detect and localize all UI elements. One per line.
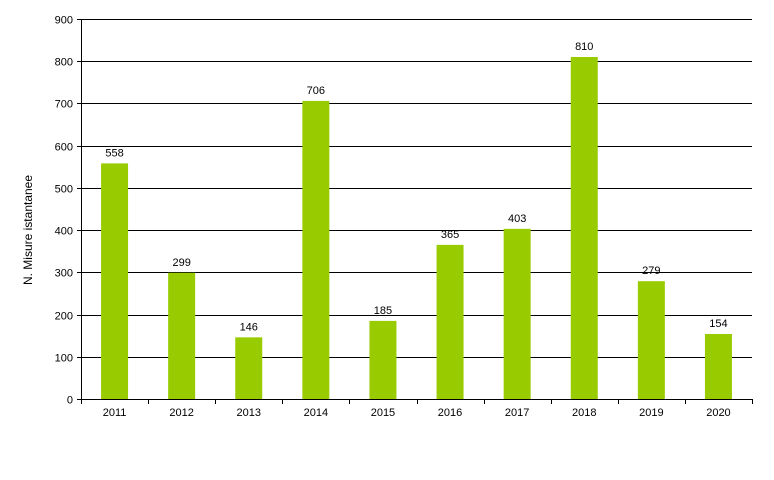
x-tick-label: 2011	[103, 407, 127, 419]
data-label-2016: 365	[441, 229, 459, 241]
x-tick-label: 2013	[237, 407, 261, 419]
x-tick-label: 2020	[706, 407, 730, 419]
bar-2015	[369, 320, 397, 399]
bar-2016	[436, 244, 464, 399]
bar-2017	[503, 228, 531, 399]
bar-2014	[302, 100, 330, 400]
data-label-2020: 154	[709, 318, 727, 330]
bar-2013	[235, 337, 263, 399]
x-tick-label: 2015	[371, 407, 395, 419]
data-label-2013: 146	[240, 321, 258, 333]
y-axis-title: N. Misure istantanee	[21, 175, 35, 285]
bars	[101, 57, 732, 400]
data-label-2018: 810	[575, 41, 593, 53]
data-label-2011: 558	[105, 147, 123, 159]
y-tick-label: 300	[55, 268, 73, 280]
axes	[81, 19, 752, 400]
x-tick-label: 2018	[572, 407, 596, 419]
y-tick-label: 800	[55, 57, 73, 69]
data-labels: 558 299 146 706 185 365 403 810 279 154	[105, 41, 727, 333]
y-tick-label: 500	[55, 184, 73, 196]
y-tick-label: 200	[55, 311, 73, 323]
bar-2018	[570, 57, 598, 399]
y-tick-label: 900	[55, 15, 73, 27]
bar-2012	[168, 272, 196, 399]
bar-2019	[637, 281, 665, 399]
y-tick-label: 100	[55, 353, 73, 365]
x-tick-label: 2012	[169, 407, 193, 419]
x-tick-label: 2019	[639, 407, 663, 419]
x-axis-ticks: 2011 2012 2013 2014 2015 2016 2017 2018 2019 2020	[81, 399, 753, 419]
data-label-2012: 299	[172, 257, 190, 269]
y-axis-ticks: 0 100 200 300 400 500 600 700 800 900	[55, 15, 81, 407]
bar-2020	[704, 333, 732, 399]
data-label-2015: 185	[374, 305, 392, 317]
data-label-2017: 403	[508, 213, 526, 225]
y-tick-label: 400	[55, 226, 73, 238]
y-tick-label: 0	[67, 395, 73, 407]
x-tick-label: 2017	[505, 407, 529, 419]
y-tick-label: 700	[55, 99, 73, 111]
y-tick-label: 600	[55, 142, 73, 154]
data-label-2014: 706	[307, 85, 325, 97]
x-tick-label: 2016	[438, 407, 462, 419]
data-label-2019: 279	[642, 265, 660, 277]
bar-2011	[101, 163, 129, 399]
x-tick-label: 2014	[304, 407, 328, 419]
